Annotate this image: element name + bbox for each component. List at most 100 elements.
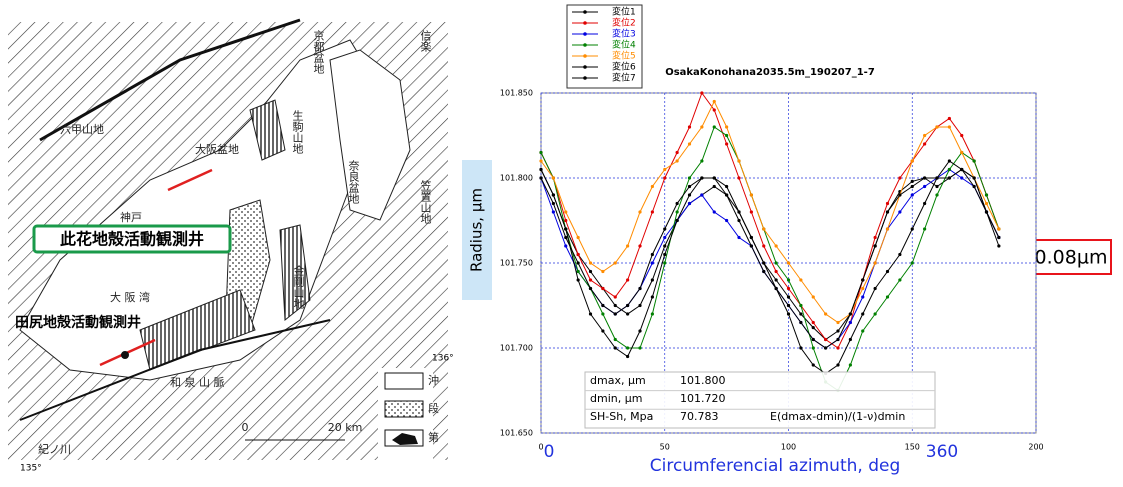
longitude: 136° [432, 354, 454, 364]
point [663, 167, 667, 172]
point [836, 329, 840, 333]
point [650, 252, 654, 257]
point [576, 261, 580, 265]
formation [139, 289, 256, 371]
point [663, 235, 667, 240]
point [984, 201, 989, 206]
range-label: 0.08µm [1035, 247, 1108, 269]
legend-marker [583, 10, 587, 14]
point [712, 125, 716, 129]
point [601, 303, 605, 308]
point [700, 193, 704, 197]
point [613, 337, 617, 342]
point [687, 184, 692, 189]
table-cell: E(dmax-dmin)/(1-ν)dmin [770, 410, 905, 423]
point [861, 295, 865, 299]
table-cell: 70.783 [680, 410, 719, 423]
point [836, 346, 840, 350]
point [935, 193, 939, 197]
legend-swatch [384, 372, 424, 390]
point [712, 99, 716, 104]
point [700, 159, 704, 163]
legend-label: 変位3 [612, 28, 636, 40]
point [984, 210, 989, 214]
point [737, 176, 741, 180]
point [551, 193, 555, 197]
point [898, 278, 902, 282]
point [576, 235, 580, 240]
point [873, 312, 877, 316]
legend-label: 変位2 [612, 17, 636, 29]
point [650, 278, 654, 282]
series-line [540, 160, 1000, 375]
point [824, 312, 828, 316]
point [848, 320, 852, 325]
x-tick-label: 0 [538, 443, 543, 452]
point [613, 261, 617, 265]
point [786, 286, 791, 291]
map-label: 生駒山地 [291, 109, 304, 154]
point [885, 227, 890, 231]
point [997, 227, 1001, 231]
point [687, 193, 692, 197]
annotation: 0 [544, 442, 555, 462]
point [935, 184, 939, 189]
point [947, 116, 951, 121]
point [960, 167, 964, 172]
well-label: 田尻地殻活動観測井 [15, 314, 141, 331]
point [588, 278, 593, 282]
point [725, 142, 729, 146]
table-cell: 101.800 [680, 374, 726, 387]
point [638, 210, 642, 214]
fault [39, 18, 301, 142]
point [749, 235, 753, 240]
point [786, 303, 791, 308]
point [737, 235, 741, 240]
point [799, 278, 803, 282]
point [687, 176, 692, 180]
point [613, 303, 617, 308]
point [626, 278, 630, 282]
point [774, 269, 778, 274]
point [638, 346, 642, 350]
point [539, 150, 543, 155]
point [861, 278, 865, 282]
point [910, 261, 914, 265]
point [848, 363, 852, 367]
point [873, 244, 877, 248]
point [626, 354, 630, 359]
point [836, 320, 840, 325]
map: 此花地殻活動観測井 田尻地殻活動観測井 大 阪 湾 神戸 六甲山地 大阪盆地 京… [8, 18, 454, 474]
point [626, 346, 630, 350]
point [923, 201, 927, 206]
point [811, 337, 815, 342]
legend-marker [583, 32, 587, 36]
point [861, 329, 865, 333]
point [811, 295, 815, 299]
y-tick-label: 101.700 [500, 344, 533, 353]
point [675, 150, 679, 155]
point [626, 244, 630, 248]
point [947, 176, 951, 180]
legend-label: 変位7 [612, 72, 636, 84]
point [588, 269, 593, 274]
y-label-bg [462, 160, 492, 300]
point [811, 320, 815, 325]
point [762, 244, 766, 248]
map-label: 奈良盆地 [347, 159, 360, 204]
map-label: 大 阪 湾 [110, 290, 150, 304]
stats-table [584, 371, 936, 429]
point [576, 269, 580, 274]
point [774, 261, 778, 265]
point [663, 244, 667, 248]
point [749, 210, 753, 214]
point [885, 201, 890, 206]
point [960, 133, 964, 138]
point [663, 176, 667, 180]
legend-label: 変位4 [612, 39, 636, 51]
point [576, 278, 580, 282]
point [972, 176, 976, 180]
point [712, 108, 716, 112]
point [638, 244, 642, 248]
x-tick-label: 200 [1028, 443, 1043, 452]
